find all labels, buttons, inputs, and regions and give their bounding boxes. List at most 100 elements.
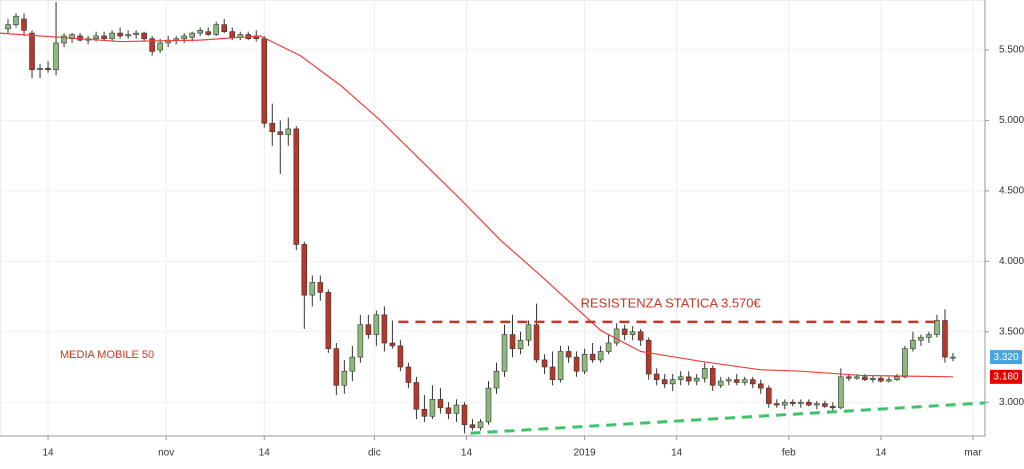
candle-body: [301, 244, 308, 296]
candle-body: [605, 342, 612, 352]
candle-body: [309, 282, 316, 296]
x-tick-label: feb: [782, 448, 796, 459]
candle-body: [653, 373, 660, 380]
candle-body: [341, 370, 348, 386]
candle-body: [21, 18, 27, 31]
x-tick-label: 14: [42, 448, 54, 459]
candle-body: [894, 376, 900, 380]
candle-body: [854, 376, 860, 379]
candle-body: [445, 407, 452, 414]
candle-body: [101, 35, 107, 40]
candle-body: [133, 32, 139, 35]
x-tick-label: 14: [875, 448, 887, 459]
candle-body: [149, 38, 155, 52]
candle-body: [701, 368, 708, 379]
candle-body: [293, 128, 300, 245]
y-tick-label: 4.500: [999, 186, 1024, 197]
candle-body: [709, 368, 716, 386]
candle-body: [37, 68, 43, 71]
candle-body: [942, 320, 948, 358]
candle-body: [53, 42, 59, 71]
candle-body: [277, 131, 284, 135]
x-tick-label: 14: [461, 448, 473, 459]
y-tick-label: 4.000: [999, 256, 1024, 267]
candle-body: [141, 32, 147, 40]
x-tick-label: 2019: [573, 448, 596, 459]
candle-body: [509, 334, 516, 349]
candle-body: [205, 31, 211, 35]
moving-average: [0, 32, 953, 378]
candle-body: [910, 339, 916, 349]
candle-body: [846, 376, 852, 379]
candle-body: [461, 404, 468, 426]
candle-body: [109, 32, 115, 40]
y-tick-label: 5.500: [999, 45, 1024, 56]
candle-body: [229, 31, 236, 38]
price-badge-label: 3.320: [993, 352, 1018, 363]
candle-body: [926, 334, 932, 338]
candle-body: [93, 35, 99, 40]
y-tick-label: 3.500: [999, 326, 1024, 337]
candle-body: [421, 408, 428, 417]
candle-body: [269, 122, 276, 133]
candle-body: [453, 404, 460, 414]
candle-body: [878, 377, 884, 382]
candle-body: [629, 331, 636, 335]
candle-body: [29, 32, 35, 71]
candle-body: [557, 351, 564, 380]
candle-body: [381, 314, 388, 344]
candle-body: [437, 399, 444, 409]
candle-body: [814, 403, 820, 406]
candle-body: [181, 35, 187, 40]
candle-body: [405, 366, 412, 383]
candle-body: [45, 68, 51, 71]
candle-body: [870, 377, 876, 380]
candle-body: [413, 382, 420, 410]
candle-body: [918, 337, 924, 341]
y-tick-label: 5.000: [999, 115, 1024, 126]
candle-body: [765, 387, 772, 404]
candle-body: [469, 424, 476, 428]
candle-body: [325, 292, 332, 349]
candle-body: [213, 24, 220, 35]
candle-body: [493, 370, 500, 389]
x-tick-label: 14: [671, 448, 683, 459]
candle-body: [333, 348, 340, 386]
candle-body: [621, 328, 628, 335]
candle-body: [357, 324, 364, 358]
candle-body: [806, 401, 812, 406]
price-badge: [990, 350, 1022, 365]
candle-body: [830, 406, 836, 409]
candle-body: [782, 401, 788, 406]
candle-body: [5, 24, 11, 30]
y-tick-label: 3.000: [999, 397, 1024, 408]
resistance-label: RESISTENZA STATICA 3.570€: [581, 295, 762, 310]
candle-body: [669, 379, 676, 385]
candle-body: [677, 376, 684, 380]
candle-body: [757, 383, 764, 389]
candle-body: [477, 421, 484, 428]
candle-body: [397, 345, 404, 368]
price-badge: [990, 369, 1022, 384]
candle-body: [685, 376, 692, 382]
candle-body: [565, 351, 572, 358]
candle-body: [581, 353, 588, 372]
x-tick-label: dic: [368, 448, 381, 459]
candle-body: [613, 328, 620, 344]
candle-body: [790, 401, 796, 404]
candle-body: [838, 376, 844, 409]
candle-body: [637, 331, 644, 341]
candle-body: [597, 351, 604, 361]
candle-body: [774, 403, 780, 406]
candle-body: [221, 24, 228, 32]
plot-area: [0, 0, 986, 437]
candle-body: [285, 128, 292, 135]
candle-body: [661, 379, 668, 385]
candle-body: [61, 35, 67, 44]
candle-body: [157, 42, 163, 51]
candle-body: [902, 348, 908, 378]
candle-body: [533, 324, 540, 361]
candle-body: [549, 366, 556, 380]
candle-body: [798, 401, 804, 404]
candle-body: [862, 376, 868, 380]
